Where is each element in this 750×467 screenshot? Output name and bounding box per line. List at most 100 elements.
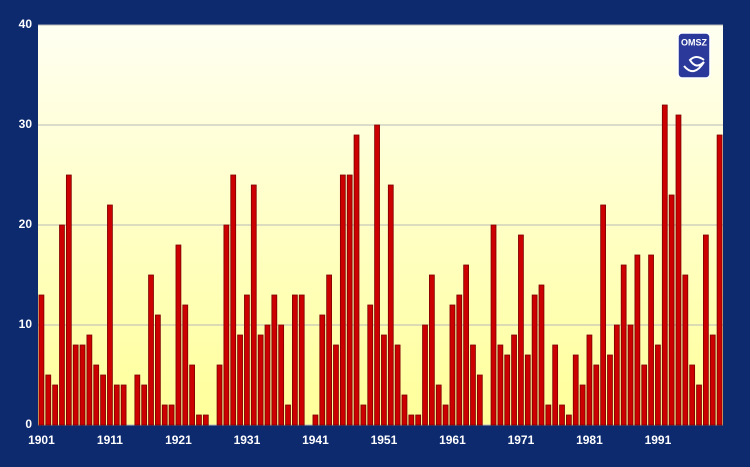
bar xyxy=(285,404,291,426)
bar xyxy=(161,404,168,426)
bar xyxy=(189,364,195,426)
bar xyxy=(641,364,648,426)
bar xyxy=(545,404,552,426)
bar xyxy=(339,174,346,426)
bar xyxy=(346,174,353,426)
bar xyxy=(394,344,401,426)
bar xyxy=(113,384,120,426)
x-tick-label: 1971 xyxy=(508,433,535,447)
bar xyxy=(45,374,52,426)
bar xyxy=(682,274,689,426)
bar xyxy=(250,184,257,426)
bar xyxy=(655,344,661,426)
bar xyxy=(538,284,545,426)
bar xyxy=(86,334,93,426)
bar xyxy=(257,334,264,426)
bar xyxy=(524,354,531,426)
bar xyxy=(244,294,250,426)
bar xyxy=(381,334,387,426)
x-tick-label: 1991 xyxy=(645,433,672,447)
bar xyxy=(586,334,593,426)
bar xyxy=(59,224,65,426)
bar xyxy=(456,294,463,426)
bar xyxy=(449,304,456,426)
bar xyxy=(566,414,572,426)
bar xyxy=(107,204,113,426)
bar xyxy=(716,134,723,426)
bar xyxy=(703,234,709,426)
bar xyxy=(613,324,620,426)
bar xyxy=(134,374,141,426)
bar xyxy=(709,334,716,426)
bar xyxy=(620,264,627,426)
bar xyxy=(579,384,586,426)
bar xyxy=(312,414,319,426)
bar xyxy=(353,134,360,426)
x-tick-label: 1981 xyxy=(576,433,603,447)
y-tick-label: 0 xyxy=(25,417,32,431)
bar xyxy=(435,384,442,426)
bar xyxy=(72,344,79,426)
bar xyxy=(141,384,148,426)
x-tick-label: 1951 xyxy=(371,433,398,447)
bar xyxy=(689,364,696,426)
bar xyxy=(264,324,271,426)
bar xyxy=(696,384,702,426)
bar xyxy=(182,304,189,426)
bar xyxy=(607,354,613,426)
bar xyxy=(202,414,209,426)
bar xyxy=(497,344,504,426)
bar xyxy=(572,354,579,426)
bar xyxy=(593,364,600,426)
bar xyxy=(52,384,58,426)
y-tick-label: 40 xyxy=(19,17,33,31)
bar xyxy=(120,384,127,426)
bar xyxy=(237,334,243,426)
bar xyxy=(319,314,326,426)
y-tick-label: 20 xyxy=(19,217,33,231)
bar xyxy=(374,124,380,426)
bar xyxy=(79,344,86,426)
bar xyxy=(661,104,668,426)
bar xyxy=(518,234,524,426)
bar xyxy=(634,254,641,426)
bar xyxy=(668,194,675,426)
bar xyxy=(408,414,415,426)
bar xyxy=(531,294,538,426)
bar xyxy=(292,294,298,426)
bar xyxy=(196,414,202,426)
bar xyxy=(422,324,428,426)
logo: OMSZ xyxy=(677,32,711,79)
bar xyxy=(298,294,305,426)
bar xyxy=(387,184,394,426)
bar xyxy=(175,244,182,426)
bar xyxy=(326,274,332,426)
bar xyxy=(552,344,559,426)
x-tick-label: 1921 xyxy=(165,433,192,447)
bar xyxy=(93,364,100,426)
bar xyxy=(155,314,161,426)
x-tick-label: 1901 xyxy=(28,433,55,447)
bar xyxy=(511,334,517,426)
bar xyxy=(65,174,72,426)
bar xyxy=(559,404,565,426)
bar xyxy=(367,304,374,426)
bar xyxy=(360,404,367,426)
bar xyxy=(401,394,408,426)
x-tick-label: 1911 xyxy=(97,433,123,447)
logo-icon xyxy=(683,56,705,73)
bar xyxy=(490,224,497,426)
bar xyxy=(333,344,339,426)
bar xyxy=(470,344,476,426)
bar xyxy=(100,374,106,426)
bar xyxy=(216,364,223,426)
bar xyxy=(230,174,237,426)
x-tick-label: 1961 xyxy=(439,433,466,447)
bar xyxy=(278,324,285,426)
y-tick-label: 10 xyxy=(19,317,33,331)
bar xyxy=(271,294,278,426)
bar xyxy=(38,294,45,426)
bar xyxy=(627,324,634,426)
logo-text: OMSZ xyxy=(681,37,708,47)
